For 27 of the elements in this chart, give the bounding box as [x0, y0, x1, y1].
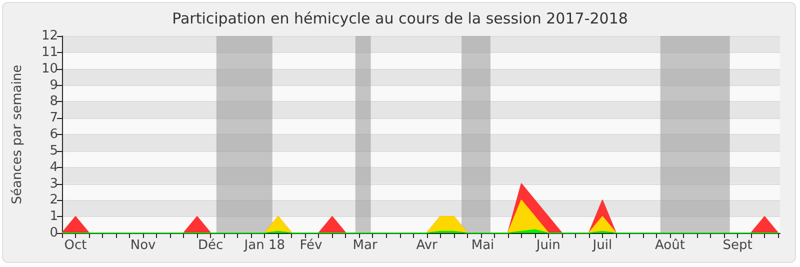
y-tick-label: 3 — [50, 176, 58, 192]
x-tick-label: Jan 18 — [243, 238, 286, 253]
y-axis-title: Séances par semaine — [10, 64, 25, 204]
x-tick-label: Mar — [352, 238, 378, 253]
y-tick-label: 0 — [50, 226, 58, 240]
x-tick-label: Juil — [592, 238, 612, 253]
x-tick-label: Fév — [300, 238, 323, 253]
chart-title: Participation en hémicycle au cours de la session 2017-2018 — [172, 10, 628, 28]
y-tick-label: 7 — [50, 110, 58, 126]
y-tick-label: 1 — [50, 209, 58, 224]
y-tick-label: 4 — [50, 160, 58, 175]
y-tick-label: 6 — [50, 127, 58, 142]
x-tick-label: Avr — [416, 238, 438, 253]
x-tick-label: Juin — [535, 238, 560, 253]
x-tick-label: Oct — [64, 238, 87, 253]
y-tick-label: 8 — [50, 94, 58, 110]
x-tick-label: Nov — [130, 238, 156, 253]
y-tick-label: 5 — [50, 143, 58, 158]
y-tick-label: 10 — [41, 61, 58, 76]
y-tick-label: 9 — [50, 78, 58, 93]
x-tick-label: Août — [655, 238, 685, 253]
y-tick-label: 11 — [41, 44, 58, 60]
y-tick-label: 12 — [41, 28, 58, 44]
y-tick-label: 2 — [50, 192, 58, 208]
x-tick-label: Sept — [722, 238, 752, 253]
x-tick-label: Mai — [471, 238, 494, 253]
x-tick-label: Déc — [198, 238, 224, 253]
